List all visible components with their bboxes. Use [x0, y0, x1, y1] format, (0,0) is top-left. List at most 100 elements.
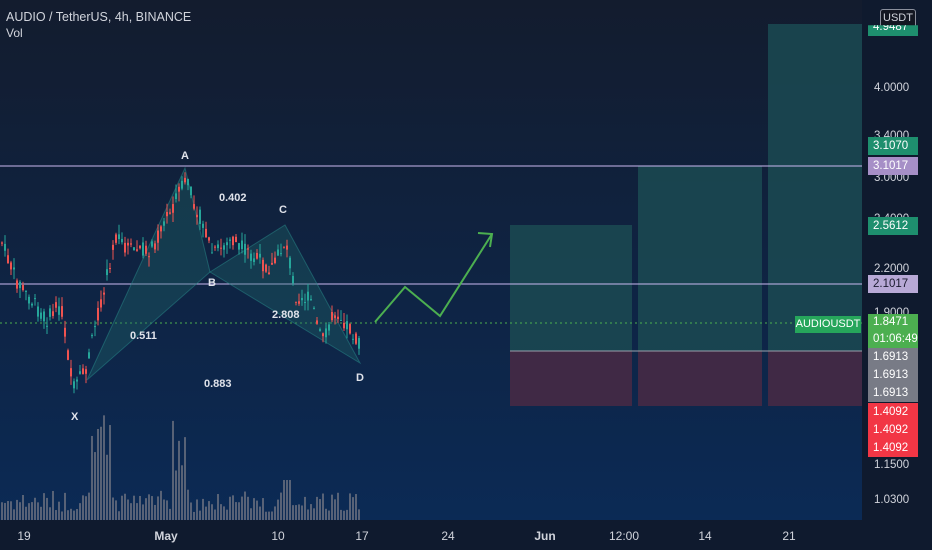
volume-bar — [355, 494, 357, 520]
time-axis-background — [0, 520, 932, 550]
volume-bar — [61, 511, 63, 520]
volume-bar — [184, 437, 186, 520]
price-tag-target-3[interactable]: 4.9487 — [868, 25, 918, 36]
volume-bar — [28, 503, 30, 520]
price-tag-resistance[interactable]: 3.1017 — [868, 157, 918, 175]
candle-body — [295, 301, 297, 303]
volume-bar — [304, 496, 306, 520]
volume-bar — [55, 510, 57, 520]
volume-bar — [208, 501, 210, 520]
candle-body — [343, 322, 345, 329]
volume-bar — [73, 510, 75, 520]
volume-bar — [127, 499, 129, 520]
volume-bar — [202, 498, 204, 520]
candle-body — [259, 253, 261, 258]
price-tag-entry-3[interactable]: 1.6913 — [868, 384, 918, 402]
target-zone-1[interactable] — [510, 225, 632, 351]
price-tag-stop-1[interactable]: 1.4092 — [868, 403, 918, 421]
candle-body — [94, 326, 96, 328]
ratio-xad: 0.883 — [204, 378, 232, 390]
volume-bar — [31, 502, 33, 520]
volume-bar — [286, 480, 288, 520]
candle-body — [115, 234, 117, 243]
candle-body — [229, 239, 231, 241]
candle-body — [70, 368, 72, 377]
point-d-label: D — [356, 372, 364, 384]
price-tag-support[interactable]: 2.1017 — [868, 275, 918, 293]
volume-bar — [340, 509, 342, 520]
projection-arrowhead — [477, 232, 494, 248]
point-a-label: A — [181, 150, 189, 162]
stop-zone-1[interactable] — [510, 351, 632, 406]
candle-body — [31, 303, 33, 306]
volume-bar — [79, 503, 81, 520]
countdown-tag: 01:06:49 — [868, 331, 918, 348]
price-tag-target-1[interactable]: 2.5612 — [868, 217, 918, 235]
projection-path[interactable] — [374, 233, 493, 323]
candle-body — [277, 249, 279, 256]
volume-bar — [178, 440, 180, 520]
candle-body — [193, 204, 195, 209]
volume-bar — [265, 511, 267, 520]
volume-bar — [70, 508, 72, 520]
candle-body — [121, 238, 123, 243]
volume-bar — [43, 493, 45, 520]
price-tag-stop-3[interactable]: 1.4092 — [868, 439, 918, 457]
position-boxes[interactable] — [510, 24, 862, 406]
price-tag-target-2[interactable]: 3.1070 — [868, 137, 918, 155]
price-tag-last[interactable]: 1.8471 — [868, 314, 918, 331]
symbol-title[interactable]: AUDIO / TetherUS, 4h, BINANCE — [6, 10, 192, 24]
price-tag-stop-2[interactable]: 1.4092 — [868, 421, 918, 439]
volume-label[interactable]: Vol — [6, 26, 23, 40]
candle-body — [205, 228, 207, 238]
volume-bar — [292, 505, 294, 520]
volume-bar — [40, 506, 42, 520]
target-zone-2[interactable] — [638, 166, 762, 351]
candle-body — [40, 312, 42, 319]
candle-body — [4, 243, 6, 251]
volume-bars — [1, 415, 360, 520]
price-axis-label: 1.0300 — [874, 494, 910, 506]
stop-zone-2[interactable] — [638, 351, 762, 406]
volume-bar — [115, 500, 117, 520]
price-axis-label: 3.4000 — [874, 130, 910, 142]
target-zone-3[interactable] — [768, 24, 862, 351]
volume-bar — [169, 508, 171, 520]
candle-body — [250, 253, 252, 261]
volume-bar — [238, 502, 240, 520]
price-axis-label: 2.4000 — [874, 213, 909, 219]
candle-body — [325, 328, 327, 338]
candle-body — [49, 308, 51, 317]
candle-body — [274, 257, 276, 264]
volume-bar — [139, 495, 141, 520]
candle-body — [196, 214, 198, 218]
candle-body — [292, 275, 294, 284]
volume-bar — [100, 426, 102, 520]
volume-bar — [151, 496, 153, 520]
volume-bar — [331, 494, 333, 520]
candle-body — [64, 327, 66, 337]
candle-body — [139, 245, 141, 249]
candle-body — [169, 212, 171, 214]
volume-bar — [247, 496, 249, 520]
volume-bar — [166, 500, 168, 520]
volume-bar — [10, 501, 12, 520]
volume-bar — [322, 493, 324, 520]
candle-body — [241, 240, 243, 250]
price-tag-entry-1[interactable]: 1.6913 — [868, 348, 918, 366]
ratio-xab: 0.511 — [130, 330, 157, 342]
price-tag-entry-2[interactable]: 1.6913 — [868, 366, 918, 384]
volume-bar — [91, 435, 93, 520]
candle-body — [82, 368, 84, 375]
stop-zone-3[interactable] — [768, 351, 862, 406]
candle-body — [283, 246, 285, 248]
volume-bar — [289, 480, 291, 520]
candle-body — [127, 242, 129, 246]
volume-bar — [316, 496, 318, 520]
symbol-tag[interactable]: AUDIOUSDT — [795, 316, 861, 333]
candle-body — [217, 244, 219, 249]
candlesticks — [1, 172, 360, 394]
volume-bar — [334, 499, 336, 520]
currency-button[interactable]: USDT — [880, 9, 916, 28]
